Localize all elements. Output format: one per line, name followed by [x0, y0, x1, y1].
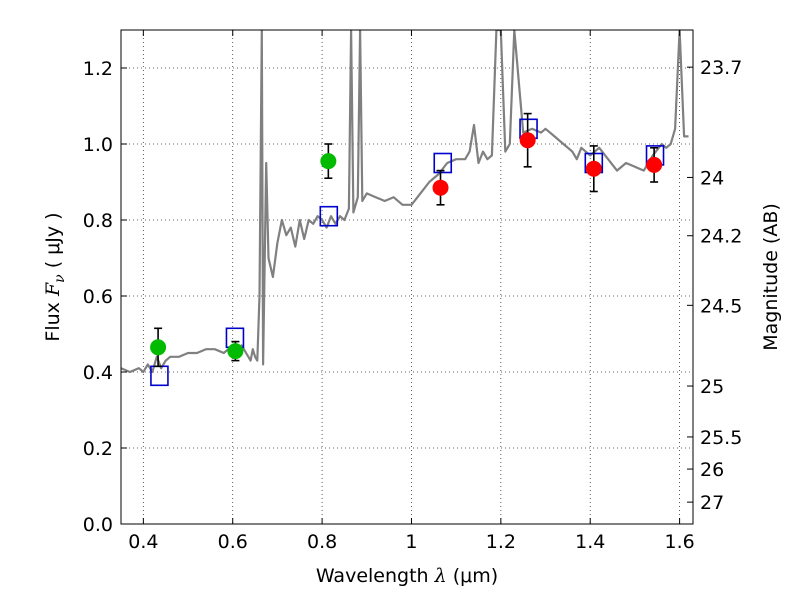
- nir-observed-point: [646, 156, 663, 173]
- model-photometry-markers: [150, 118, 665, 387]
- optical-observed-point: [150, 339, 167, 356]
- y2-tick-label: 24.5: [700, 295, 742, 317]
- y2-tick-label: 23.7: [700, 57, 742, 79]
- y2-tick-label: 24.2: [700, 226, 742, 248]
- x-tick-label: 0.4: [128, 531, 158, 553]
- y-tick-label: 0.0: [83, 514, 113, 536]
- y-tick-label: 1.2: [83, 58, 113, 80]
- y-tick-label: 1.0: [83, 134, 113, 156]
- axis-ticks: [121, 30, 693, 525]
- x-tick-label: 1: [405, 531, 417, 553]
- y-tick-label: 0.4: [83, 362, 113, 384]
- x-tick-label: 1.4: [575, 531, 605, 553]
- observed-photometry-markers: [150, 112, 663, 368]
- x-axis-label: Wavelength λ (μm): [316, 565, 498, 587]
- y2-tick-label: 24: [700, 167, 724, 189]
- x-tick-label: 1.6: [664, 531, 694, 553]
- y-tick-label: 0.8: [83, 210, 113, 232]
- model-spectrum-line: [121, 30, 689, 374]
- model-photometry-square: [433, 152, 453, 174]
- nir-observed-point: [519, 132, 536, 149]
- optical-observed-point: [320, 153, 337, 170]
- y-tick-labels: 0.0 0.2 0.4 0.6 0.8 1.0 1.2: [83, 58, 113, 536]
- grid: [121, 30, 693, 525]
- y2-tick-label: 25: [700, 376, 724, 398]
- x-tick-label: 0.8: [307, 531, 337, 553]
- plot-frame: [120, 29, 694, 525]
- x-tick-label: 1.2: [486, 531, 516, 553]
- y-tick-label: 0.2: [83, 438, 113, 460]
- y-tick-label: 0.6: [83, 286, 113, 308]
- x-tick-label: 0.6: [218, 531, 248, 553]
- y2-tick-label: 25.5: [700, 427, 742, 449]
- y-axis-label: Flux Fν ( μJy ): [42, 212, 68, 341]
- x-tick-labels: 0.4 0.6 0.8 1 1.2 1.4 1.6: [128, 531, 694, 553]
- nir-observed-point: [585, 160, 602, 177]
- y2-axis-label: Magnitude (AB): [760, 203, 782, 351]
- model-photometry-square: [319, 205, 339, 227]
- nir-observed-point: [432, 179, 449, 196]
- y2-tick-labels: 23.7 24 24.2 24.5 25 25.5 26 27: [700, 57, 742, 514]
- y2-tick-label: 27: [700, 492, 724, 514]
- y2-tick-label: 26: [700, 459, 724, 481]
- optical-observed-point: [227, 343, 244, 360]
